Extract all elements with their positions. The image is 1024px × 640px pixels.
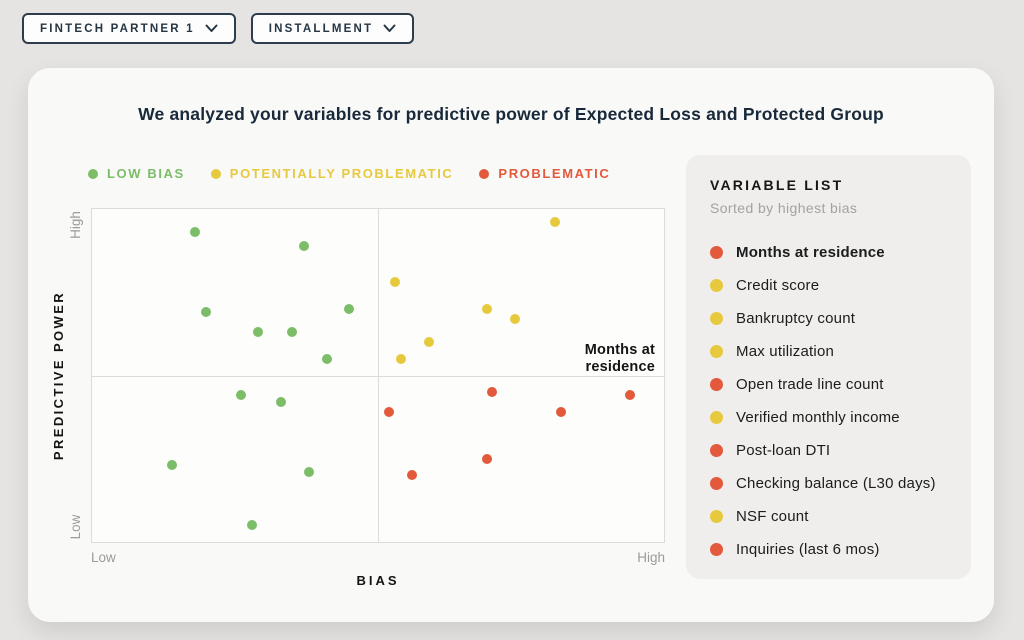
legend-label: LOW BIAS bbox=[107, 166, 185, 181]
variable-label: Credit score bbox=[736, 277, 820, 294]
variable-list: Months at residence Credit score Bankruptc… bbox=[710, 236, 947, 566]
scatter-point[interactable] bbox=[550, 217, 561, 228]
chevron-down-icon bbox=[205, 24, 218, 33]
variable-list-item[interactable]: Verified monthly income bbox=[710, 401, 947, 434]
variable-severity-dot-icon bbox=[710, 378, 723, 391]
variable-list-item[interactable]: Credit score bbox=[710, 269, 947, 302]
analysis-card: We analyzed your variables for predictiv… bbox=[28, 68, 994, 622]
variable-label: Verified monthly income bbox=[736, 409, 900, 426]
y-axis-label: PREDICTIVE POWER bbox=[51, 290, 66, 461]
scatter-point[interactable] bbox=[201, 307, 212, 318]
variable-label: Bankruptcy count bbox=[736, 310, 856, 327]
scatter-point[interactable] bbox=[481, 453, 492, 464]
scatter-point[interactable] bbox=[624, 390, 635, 401]
scatter-point[interactable] bbox=[275, 397, 286, 408]
point-annotation: Months at residence bbox=[584, 342, 655, 375]
variable-label: Checking balance (L30 days) bbox=[736, 475, 936, 492]
scatter-point[interactable] bbox=[189, 227, 200, 238]
variable-list-item[interactable]: Max utilization bbox=[710, 335, 947, 368]
variable-list-item[interactable]: Bankruptcy count bbox=[710, 302, 947, 335]
scatter-plot: Months at residence bbox=[91, 208, 665, 543]
scatter-point[interactable] bbox=[384, 407, 395, 418]
scatter-point[interactable] bbox=[510, 313, 521, 324]
y-axis-low-label: Low bbox=[68, 514, 83, 540]
variable-list-item[interactable]: Checking balance (L30 days) bbox=[710, 467, 947, 500]
chevron-down-icon bbox=[383, 24, 396, 33]
scatter-point[interactable] bbox=[481, 303, 492, 314]
variable-severity-dot-icon bbox=[710, 444, 723, 457]
scatter-point[interactable] bbox=[407, 470, 418, 481]
variable-list-item[interactable]: Months at residence bbox=[710, 236, 947, 269]
variable-severity-dot-icon bbox=[710, 312, 723, 325]
quadrant-divider-horizontal bbox=[92, 375, 664, 377]
scatter-point[interactable] bbox=[167, 460, 178, 471]
variable-label: Inquiries (last 6 mos) bbox=[736, 541, 880, 558]
variable-label: Months at residence bbox=[736, 244, 885, 261]
variable-list-subtitle: Sorted by highest bias bbox=[710, 200, 858, 216]
variable-severity-dot-icon bbox=[710, 543, 723, 556]
scatter-point[interactable] bbox=[321, 353, 332, 364]
variable-list-item[interactable]: Open trade line count bbox=[710, 368, 947, 401]
variable-list-item[interactable]: Inquiries (last 6 mos) bbox=[710, 533, 947, 566]
legend-item: LOW BIAS bbox=[88, 166, 185, 181]
scatter-point[interactable] bbox=[390, 277, 401, 288]
variable-list-item[interactable]: NSF count bbox=[710, 500, 947, 533]
y-axis-high-label: High bbox=[68, 211, 83, 239]
variable-label: Post-loan DTI bbox=[736, 442, 831, 459]
scatter-point[interactable] bbox=[252, 327, 263, 338]
variable-label: Open trade line count bbox=[736, 376, 884, 393]
x-axis-low-label: Low bbox=[91, 550, 116, 565]
variable-severity-dot-icon bbox=[710, 279, 723, 292]
x-axis-range: Low High bbox=[91, 550, 665, 565]
variable-list-item[interactable]: Post-loan DTI bbox=[710, 434, 947, 467]
legend-label: POTENTIALLY PROBLEMATIC bbox=[229, 166, 454, 181]
top-toolbar: FINTECH PARTNER 1 INSTALLMENT bbox=[22, 13, 415, 44]
legend-dot-icon bbox=[88, 168, 98, 179]
variable-severity-dot-icon bbox=[710, 477, 723, 490]
variable-severity-dot-icon bbox=[710, 345, 723, 358]
product-dropdown-label: INSTALLMENT bbox=[268, 22, 374, 35]
scatter-point[interactable] bbox=[395, 353, 406, 364]
scatter-point[interactable] bbox=[235, 390, 246, 401]
scatter-point[interactable] bbox=[424, 337, 435, 348]
variable-severity-dot-icon bbox=[710, 510, 723, 523]
scatter-point[interactable] bbox=[556, 407, 567, 418]
variable-severity-dot-icon bbox=[710, 246, 723, 259]
variable-list-panel: VARIABLE LIST Sorted by highest bias Mon… bbox=[686, 155, 971, 579]
legend-dot-icon bbox=[479, 168, 490, 179]
variable-severity-dot-icon bbox=[710, 411, 723, 424]
legend-dot-icon bbox=[210, 168, 221, 179]
legend-label: PROBLEMATIC bbox=[498, 166, 611, 181]
chart-legend: LOW BIAS POTENTIALLY PROBLEMATIC PROBLEMAT… bbox=[88, 166, 610, 181]
variable-label: NSF count bbox=[736, 508, 809, 525]
variable-label: Max utilization bbox=[736, 343, 835, 360]
x-axis-high-label: High bbox=[637, 550, 665, 565]
scatter-point[interactable] bbox=[487, 387, 498, 398]
legend-item: PROBLEMATIC bbox=[479, 166, 610, 181]
scatter-point[interactable] bbox=[298, 240, 309, 251]
legend-item: POTENTIALLY PROBLEMATIC bbox=[210, 166, 454, 181]
scatter-point[interactable] bbox=[287, 327, 298, 338]
page-title: We analyzed your variables for predictiv… bbox=[138, 104, 884, 124]
x-axis-label: BIAS bbox=[356, 573, 400, 588]
scatter-point[interactable] bbox=[247, 520, 258, 531]
variable-list-title: VARIABLE LIST bbox=[710, 177, 844, 193]
product-dropdown[interactable]: INSTALLMENT bbox=[250, 13, 415, 44]
scatter-point[interactable] bbox=[304, 467, 315, 478]
partner-dropdown[interactable]: FINTECH PARTNER 1 bbox=[22, 13, 236, 44]
partner-dropdown-label: FINTECH PARTNER 1 bbox=[40, 22, 195, 35]
scatter-point[interactable] bbox=[344, 303, 355, 314]
